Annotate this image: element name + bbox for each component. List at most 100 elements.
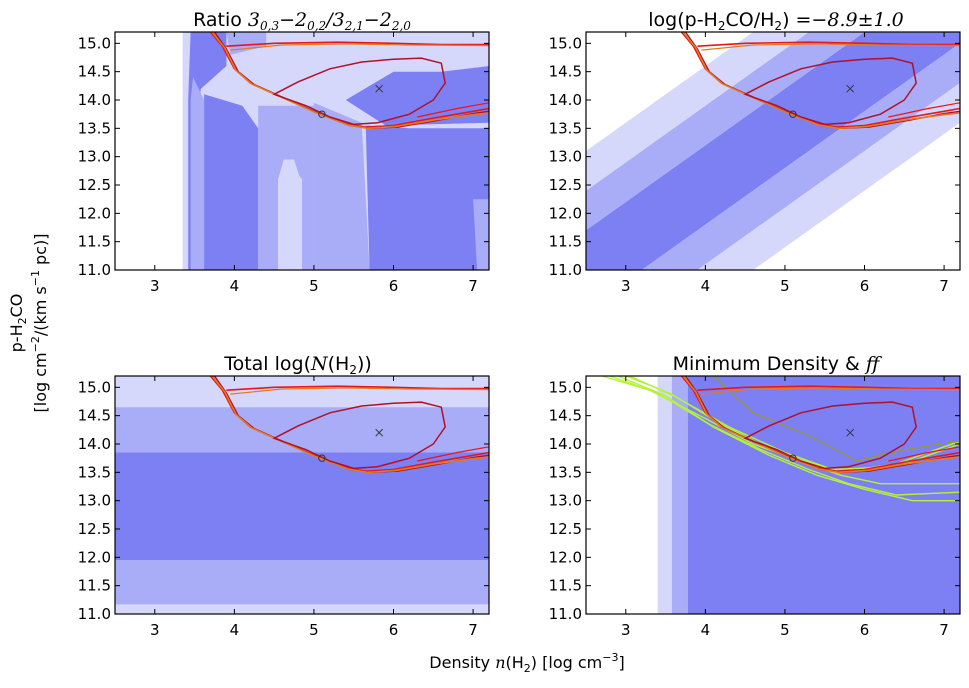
y-tick-label: 11.0 [78, 261, 111, 279]
panel-abundance-xticks: 3 4 5 6 7 [621, 32, 949, 295]
x-tick-label: 5 [780, 277, 790, 295]
band-light-finger [278, 159, 301, 270]
y-tick-label: 11.0 [549, 605, 582, 623]
panel-ratio-frame [114, 31, 490, 271]
panel-ratio: 3 4 5 6 7 11.0 11.5 12.0 12.5 13.0 13.5 14.0 14.5 15… [78, 9, 490, 295]
panel-min-density-frame [585, 375, 961, 615]
panel-min-density-contours [601, 376, 960, 502]
contour-ff-olive [712, 376, 960, 462]
y-tick-label: 13.0 [549, 148, 582, 166]
band-light-diagonal-lower [697, 83, 960, 270]
y-tick-label: 12.0 [549, 204, 582, 222]
y-tick-label: 12.5 [78, 520, 111, 538]
x-tick-label: 5 [309, 277, 319, 295]
x-tick-label: 5 [780, 621, 790, 639]
band-dark-diagonal [586, 32, 960, 270]
x-tick-label: 7 [468, 621, 478, 639]
x-tick-label: 6 [389, 277, 399, 295]
contour-ff-green [617, 376, 960, 502]
band-mid-diagonal-upper [586, 32, 865, 231]
contour-orange [682, 376, 960, 474]
contour-right-flank [417, 446, 489, 462]
x-axis-label: Density n(H2) [log cm−3] [429, 651, 624, 675]
y-tick-label: 13.5 [549, 119, 582, 137]
y-tick-label: 14.0 [549, 91, 582, 109]
x-tick-label: 7 [468, 277, 478, 295]
x-tick-label: 4 [230, 277, 240, 295]
panel-total-column-contours [209, 376, 489, 474]
band-mid-diagonal-lower [641, 43, 960, 270]
contour-orange [682, 32, 960, 130]
svg-text:[log cm−2/(km s−1 pc)]: [log cm−2/(km s−1 pc)] [29, 234, 50, 413]
best-fit-marker [846, 428, 855, 437]
best-fit-marker [375, 84, 384, 93]
band-mid-horizontal [115, 407, 489, 453]
y-tick-label: 13.5 [549, 463, 582, 481]
y-tick-label: 15.0 [549, 34, 582, 52]
x-tick-label: 6 [389, 621, 399, 639]
x-tick-label: 7 [939, 277, 949, 295]
panel-abundance-frame [585, 31, 961, 271]
y-tick-label: 13.5 [78, 463, 111, 481]
contour-top-red [226, 385, 489, 391]
mean-marker [318, 110, 326, 118]
contour-orange [211, 32, 489, 130]
y-tick-label: 14.0 [78, 91, 111, 109]
panel-ratio-title: Ratio 30,3−20,2/32,1−22,0 [193, 9, 411, 33]
mean-marker [789, 454, 797, 462]
band-dark [204, 94, 259, 270]
x-tick-label: 4 [230, 621, 240, 639]
panel-ratio-contours [209, 32, 489, 130]
band-mid-center [258, 105, 314, 270]
y-tick-label: 13.0 [78, 148, 111, 166]
panel-total-column-xticks: 3 4 5 6 7 [150, 376, 478, 639]
x-tick-label: 4 [701, 277, 711, 295]
y-tick-label: 12.0 [549, 548, 582, 566]
y-tick-label: 12.5 [549, 176, 582, 194]
contour-inner [743, 57, 917, 126]
band-mid-right [313, 102, 370, 270]
contour-orange [211, 376, 489, 474]
y-tick-label: 14.5 [78, 407, 111, 425]
panel-ratio-bands [115, 32, 489, 270]
band-dark-horizontal [115, 452, 489, 561]
panel-total-column-title: Total log(N(H2)) [223, 353, 372, 377]
best-fit-marker [375, 428, 384, 437]
panel-ratio-xticks: 3 4 5 6 7 [150, 32, 478, 295]
y-tick-label: 15.0 [549, 378, 582, 396]
band-mid [190, 77, 205, 270]
mean-marker [789, 110, 797, 118]
panel-min-density-yticks: 11.0 11.5 12.0 12.5 13.0 13.5 14.0 14.5 15.0 [549, 378, 960, 623]
panel-total-column: 3 4 5 6 7 11.0 11.5 12.0 12.5 13.0 13.5 14.0 14.5 15… [78, 353, 490, 639]
y-tick-label: 11.5 [549, 577, 582, 595]
band-dark-right [365, 125, 489, 270]
contour-top-orange [701, 43, 960, 51]
y-tick-label: 11.5 [78, 233, 111, 251]
mean-marker [318, 454, 326, 462]
y-tick-label: 15.0 [78, 34, 111, 52]
y-tick-label: 13.5 [78, 119, 111, 137]
x-tick-label: 6 [860, 621, 870, 639]
y-tick-label: 13.0 [549, 492, 582, 510]
y-tick-label: 12.0 [78, 548, 111, 566]
panel-min-density-bands [586, 376, 960, 614]
contour-top-red [697, 385, 960, 391]
panel-total-column-bands [115, 376, 489, 614]
y-tick-label: 11.5 [549, 233, 582, 251]
svg-text:p-H2CO: p-H2CO [7, 294, 29, 353]
contour-right-flank [888, 102, 960, 118]
y-tick-label: 12.5 [78, 176, 111, 194]
y-tick-label: 14.0 [78, 435, 111, 453]
contour-top-red [226, 41, 489, 47]
x-tick-label: 7 [939, 621, 949, 639]
y-tick-label: 11.5 [78, 577, 111, 595]
contour-top-orange [230, 43, 489, 51]
best-fit-marker [846, 84, 855, 93]
band-mid-vertical [671, 376, 688, 614]
panel-min-density-title: Minimum Density & ff [673, 353, 883, 375]
x-tick-label: 3 [150, 277, 160, 295]
panel-abundance-title: log(p-H2CO/H2) =−8.9±1.0 [648, 9, 903, 33]
band-mid-edge [473, 199, 489, 270]
panel-ratio-yticks: 11.0 11.5 12.0 12.5 13.0 13.5 14.0 14.5 15.0 [78, 34, 489, 279]
panel-abundance-contours [680, 32, 960, 130]
